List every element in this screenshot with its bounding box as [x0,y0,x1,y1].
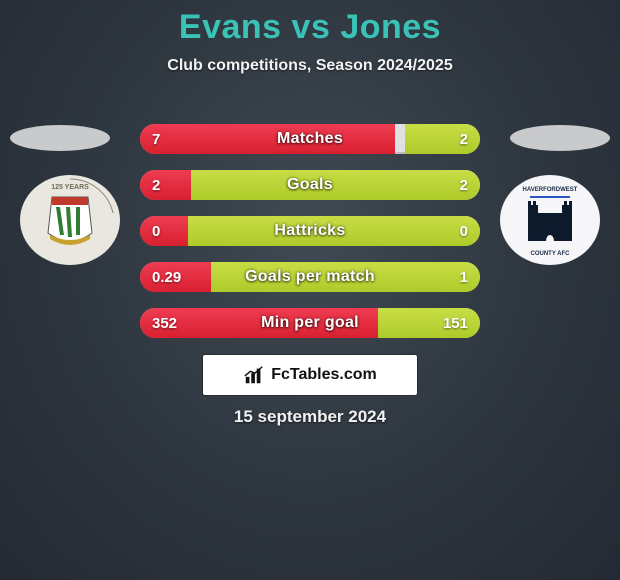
comparison-bars: 72Matches 22Goals 00Hattricks 0.291Goals pe… [140,124,480,354]
stat-label: Goals [140,170,480,200]
bar-chart-icon [243,364,265,386]
stat-row: 22Goals [140,170,480,200]
stat-label: Goals per match [140,262,480,292]
player1-club-crest: 125 YEARS [20,175,120,265]
stat-row: 0.291Goals per match [140,262,480,292]
player2-shadow-ellipse [510,125,610,151]
page-title: Evans vs Jones [0,0,620,47]
svg-text:125 YEARS: 125 YEARS [51,184,89,191]
svg-text:COUNTY AFC: COUNTY AFC [531,251,571,257]
vs-separator: vs [292,8,331,46]
crest-left-icon: 125 YEARS [20,175,120,265]
stat-row: 352151Min per goal [140,308,480,338]
player2-club-crest: HAVERFORDWEST COUNTY AFC [500,175,600,265]
brand-badge: FcTables.com [202,354,418,396]
subtitle: Club competitions, Season 2024/2025 [0,57,620,75]
player2-name: Jones [340,8,441,46]
stat-label: Hattricks [140,216,480,246]
stat-label: Min per goal [140,308,480,338]
footer-date: 15 september 2024 [0,407,620,427]
player1-shadow-ellipse [10,125,110,151]
svg-text:HAVERFORDWEST: HAVERFORDWEST [523,187,578,193]
stat-label: Matches [140,124,480,154]
stat-row: 00Hattricks [140,216,480,246]
player1-name: Evans [179,8,282,46]
crest-right-icon: HAVERFORDWEST COUNTY AFC [500,175,600,265]
stat-row: 72Matches [140,124,480,154]
comparison-canvas: Evans vs Jones Club competitions, Season… [0,0,620,580]
brand-text: FcTables.com [271,366,377,384]
